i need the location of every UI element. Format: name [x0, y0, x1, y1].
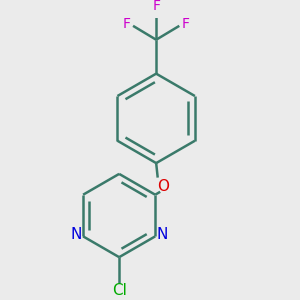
- Text: O: O: [157, 179, 169, 194]
- Text: F: F: [152, 0, 160, 14]
- Text: N: N: [70, 227, 82, 242]
- Text: F: F: [182, 17, 190, 31]
- Text: N: N: [156, 227, 168, 242]
- Text: Cl: Cl: [112, 283, 127, 298]
- Text: F: F: [123, 17, 131, 31]
